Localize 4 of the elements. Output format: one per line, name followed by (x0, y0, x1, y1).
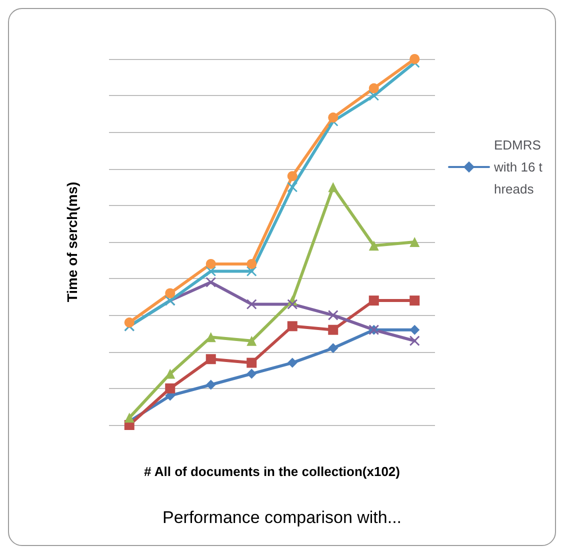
x-axis-title: # All of documents in the collection(x102) (144, 464, 400, 479)
legend-label: EDMRS with 16 threads (493, 138, 545, 196)
text: Performance comparison with... (162, 508, 402, 527)
y-axis-title: Time of serch(ms) (64, 182, 80, 302)
